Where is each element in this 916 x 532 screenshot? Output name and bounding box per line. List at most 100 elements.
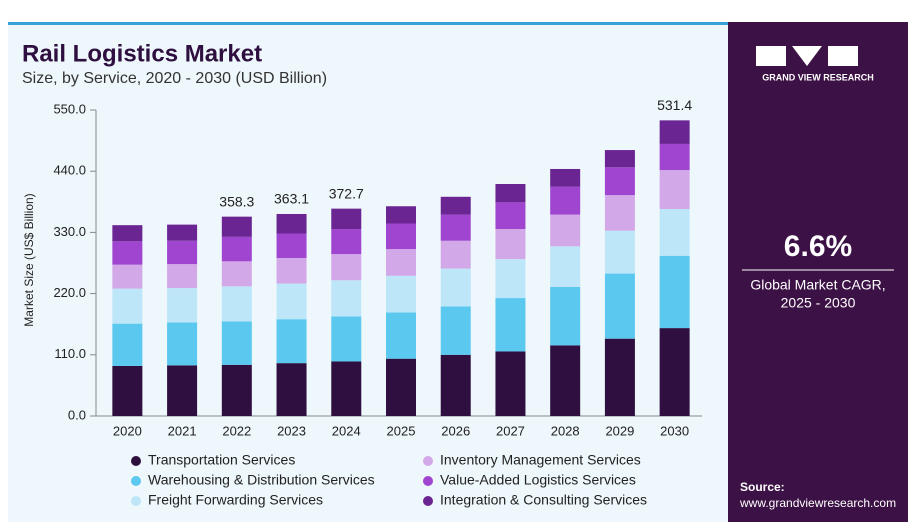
bar-segment <box>276 283 307 320</box>
bar-segment <box>167 365 198 416</box>
bar-segment <box>167 288 198 323</box>
legend-marker <box>131 476 141 486</box>
x-tick-label: 2023 <box>277 423 306 438</box>
bar-segment <box>276 257 307 284</box>
chart-title: Rail Logistics Market <box>22 40 262 67</box>
y-tick-label: 110.0 <box>54 346 86 361</box>
bar-segment <box>112 365 143 416</box>
x-tick-label: 2030 <box>660 423 689 438</box>
bar-segment <box>440 214 471 241</box>
bar-segment <box>167 264 198 289</box>
total-label: 363.1 <box>274 191 309 207</box>
bar-segment <box>659 209 690 256</box>
bar-segment <box>331 208 362 230</box>
bar-segment <box>276 363 307 416</box>
x-tick-label: 2027 <box>496 423 525 438</box>
legend-marker <box>423 496 433 506</box>
top-border <box>8 22 908 25</box>
legend-label: Warehousing & Distribution Services <box>148 472 375 488</box>
bar-segment <box>659 328 690 416</box>
bar-segment <box>550 345 581 416</box>
y-tick-label: 440.0 <box>53 163 86 178</box>
bar-segment <box>386 249 416 276</box>
bar-segment <box>440 306 471 355</box>
bar-segment <box>386 223 416 250</box>
bar-segment <box>440 354 471 416</box>
logo-block <box>792 46 822 66</box>
x-tick-label: 2028 <box>551 423 580 438</box>
bar-segment <box>331 254 362 281</box>
bar-segment <box>604 150 635 168</box>
x-tick-label: 2020 <box>113 423 142 438</box>
bar-segment <box>550 246 581 287</box>
legend-label: Integration & Consulting Services <box>440 492 647 508</box>
y-tick-label: 0.0 <box>68 407 86 422</box>
bar-segment <box>112 225 143 242</box>
bar-segment <box>221 261 252 287</box>
bar-segment <box>167 240 198 265</box>
chart-subtitle: Size, by Service, 2020 - 2030 (USD Billi… <box>22 70 327 87</box>
y-tick-label: 220.0 <box>53 285 86 300</box>
bar-segment <box>331 229 362 255</box>
brand: GRAND VIEW RESEARCH <box>762 72 874 82</box>
bar-segment <box>495 259 526 299</box>
bar-segment <box>221 321 252 365</box>
bar-segment <box>659 255 690 329</box>
bar-segment <box>604 195 635 231</box>
bar-segment <box>112 288 143 324</box>
cagr-label: 2025 - 2030 <box>781 295 856 311</box>
legend-label: Inventory Management Services <box>440 452 641 468</box>
bar-segment <box>659 143 690 171</box>
bar-segment <box>276 213 307 234</box>
total-label: 531.4 <box>657 97 692 113</box>
bar-segment <box>276 233 307 258</box>
bar-segment <box>112 323 143 366</box>
y-axis-label: Market Size (US$ Billion) <box>22 193 36 326</box>
x-tick-label: 2029 <box>605 423 634 438</box>
y-tick-label: 550.0 <box>53 101 86 116</box>
bar-segment <box>276 319 307 364</box>
bar-segment <box>331 361 362 416</box>
bar-segment <box>386 358 416 416</box>
y-tick-label: 330.0 <box>53 224 86 239</box>
bar-segment <box>386 275 416 313</box>
legend-label: Freight Forwarding Services <box>148 492 323 508</box>
logo <box>756 46 858 66</box>
bar-segment <box>550 214 581 247</box>
x-tick-label: 2021 <box>168 423 197 438</box>
bar-segment <box>221 286 252 322</box>
total-label: 372.7 <box>329 185 364 201</box>
bar-segment <box>386 206 416 224</box>
x-tick-label: 2025 <box>387 423 416 438</box>
logo-block <box>756 46 786 66</box>
source: www.grandviewresearch.com <box>739 496 896 510</box>
bar-segment <box>440 268 471 307</box>
x-tick-label: 2026 <box>441 423 470 438</box>
bar-segment <box>550 286 581 346</box>
bar-segment <box>331 316 362 362</box>
sidebar <box>728 22 908 522</box>
bar-segment <box>550 186 581 215</box>
legend-marker <box>423 476 433 486</box>
bar-segment <box>495 183 526 203</box>
legend-label: Value-Added Logistics Services <box>440 472 636 488</box>
bar-segment <box>167 322 198 366</box>
bar-segment <box>604 230 635 274</box>
total-label: 358.3 <box>219 193 254 209</box>
x-tick-label: 2024 <box>332 423 361 438</box>
bar-segment <box>495 351 526 416</box>
legend-marker <box>131 496 141 506</box>
bar-segment <box>331 280 362 317</box>
bar-segment <box>495 229 526 260</box>
bar-segment <box>659 120 690 144</box>
bar-segment <box>550 168 581 187</box>
legend-marker <box>131 456 141 466</box>
bar-segment <box>495 202 526 230</box>
source-label: Source: <box>740 480 785 494</box>
bar-segment <box>604 338 635 416</box>
cagr-label: Global Market CAGR, <box>750 277 885 293</box>
bar-segment <box>604 273 635 339</box>
x-tick-label: 2022 <box>222 423 251 438</box>
bar-segment <box>221 364 252 416</box>
